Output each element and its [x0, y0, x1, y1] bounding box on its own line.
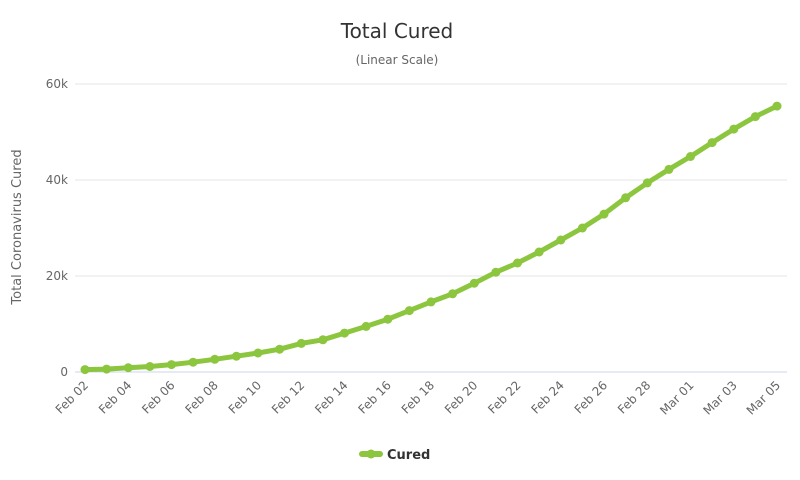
- data-point[interactable]: [340, 328, 349, 338]
- y-tick-label: 20k: [46, 269, 68, 283]
- data-point[interactable]: [296, 338, 306, 348]
- y-axis-label: Total Coronavirus Cured: [10, 149, 25, 305]
- y-tick-labels: 0 20k 40k 60k: [46, 77, 68, 379]
- x-tick-label: Feb 18: [399, 378, 437, 416]
- x-tick-label: Feb 08: [182, 378, 220, 416]
- chart-subtitle: (Linear Scale): [356, 53, 439, 67]
- legend-item-cured[interactable]: Cured: [387, 448, 430, 463]
- x-tick-labels: Feb 02 Feb 04 Feb 06 Feb 08 Feb 10 Feb 12 Feb …: [53, 378, 783, 417]
- x-tick-label: Feb 26: [572, 378, 610, 416]
- x-tick-label: Mar 05: [744, 378, 783, 417]
- data-point[interactable]: [686, 152, 695, 161]
- data-point[interactable]: [642, 178, 652, 188]
- data-point[interactable]: [383, 314, 393, 324]
- data-point[interactable]: [707, 138, 717, 148]
- data-point[interactable]: [404, 306, 414, 316]
- data-point[interactable]: [491, 267, 501, 277]
- data-point[interactable]: [556, 235, 566, 245]
- data-point[interactable]: [275, 344, 285, 354]
- data-point[interactable]: [102, 364, 112, 374]
- data-point[interactable]: [123, 363, 133, 373]
- data-point[interactable]: [318, 335, 328, 345]
- x-tick-label: Feb 14: [312, 378, 350, 416]
- data-point[interactable]: [534, 247, 544, 257]
- data-point[interactable]: [426, 297, 436, 307]
- x-tick-label: Feb 06: [139, 378, 177, 416]
- data-point[interactable]: [513, 258, 522, 268]
- data-point[interactable]: [621, 193, 631, 203]
- x-tick-label: Feb 02: [53, 378, 91, 416]
- data-point[interactable]: [577, 223, 587, 233]
- x-tick-label: Feb 16: [355, 378, 393, 416]
- data-point[interactable]: [231, 351, 241, 361]
- x-tick-label: Mar 01: [657, 378, 696, 417]
- y-tick-label: 0: [60, 365, 68, 379]
- data-point[interactable]: [599, 209, 609, 219]
- series-line-cured: [82, 103, 780, 373]
- legend-swatch-marker: [366, 449, 376, 459]
- x-tick-label: Feb 20: [442, 378, 480, 416]
- data-point[interactable]: [80, 365, 90, 375]
- data-point[interactable]: [361, 321, 371, 331]
- x-tick-label: Feb 04: [96, 378, 134, 416]
- x-tick-label: Feb 10: [226, 378, 264, 416]
- x-tick-label: Feb 24: [528, 378, 566, 416]
- data-point[interactable]: [469, 278, 479, 288]
- data-point[interactable]: [750, 112, 760, 122]
- data-point[interactable]: [664, 164, 674, 174]
- x-tick-label: Feb 28: [615, 378, 653, 416]
- data-point[interactable]: [729, 124, 739, 134]
- x-tick-label: Feb 22: [485, 378, 523, 416]
- data-point[interactable]: [448, 289, 458, 299]
- x-tick-label: Mar 03: [700, 378, 739, 417]
- y-tick-label: 40k: [46, 173, 68, 187]
- legend[interactable]: Cured: [359, 448, 430, 463]
- y-tick-label: 60k: [46, 77, 68, 91]
- data-point[interactable]: [188, 357, 198, 367]
- x-tick-label: Feb 12: [269, 378, 307, 416]
- data-point[interactable]: [167, 360, 176, 370]
- series-cured: [80, 101, 782, 375]
- data-point[interactable]: [210, 354, 220, 364]
- chart-title: Total Cured: [340, 19, 454, 43]
- data-point[interactable]: [253, 348, 263, 358]
- grid-lines: [75, 83, 787, 373]
- data-point[interactable]: [145, 362, 155, 371]
- data-point[interactable]: [772, 101, 782, 111]
